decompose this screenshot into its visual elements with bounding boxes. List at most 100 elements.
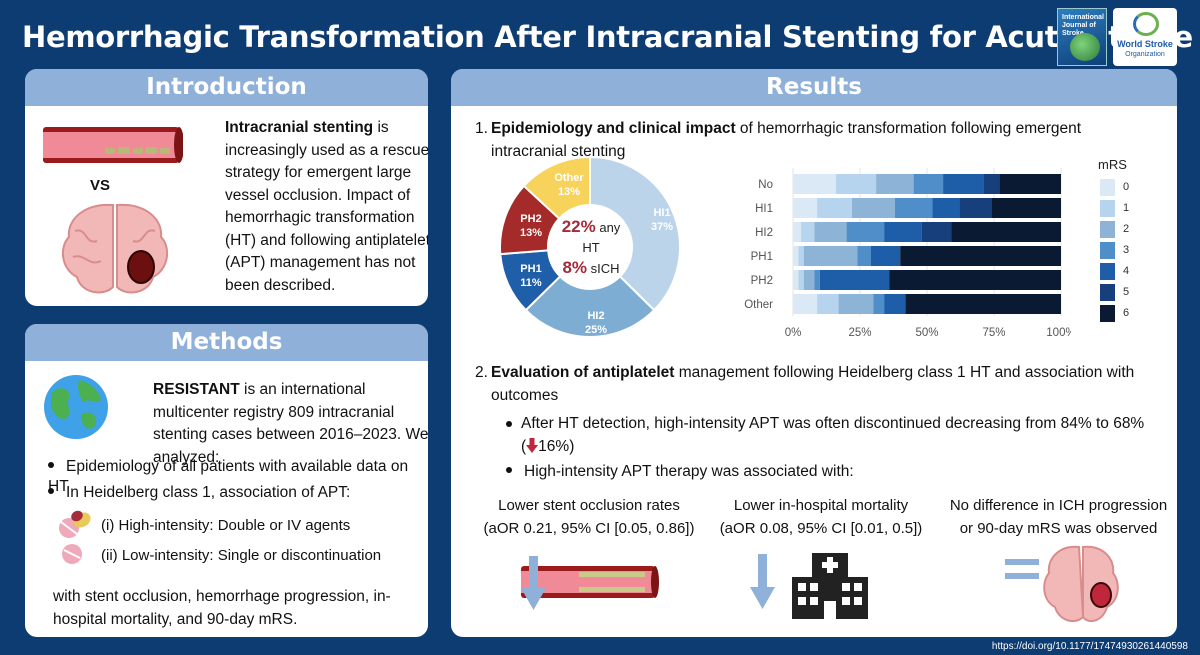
introduction-heading: Introduction [25, 69, 428, 106]
x-tick-label: 75% [982, 327, 1005, 339]
bar-segment-no-mrs1 [835, 174, 877, 194]
arrow-down-icon [526, 438, 539, 453]
bullet-dot [506, 421, 512, 427]
bar-segment-no-mrs5 [983, 174, 1000, 194]
results-section-2: 2. Evaluation of antiplatelet management… [475, 361, 1155, 407]
x-tick-label: 25% [848, 327, 871, 339]
bar-segment-ph1-mrs4 [870, 246, 901, 266]
legend-swatch-mrs3 [1100, 242, 1115, 259]
bullet-dot [506, 466, 512, 473]
legend-swatch-mrs1 [1100, 200, 1115, 217]
legend-swatch-mrs5 [1100, 284, 1115, 301]
wso-logo-line1: World Stroke [1117, 39, 1173, 49]
mrs-stacked-bar-chart: 0% 25% 50% 75% 100% No HI1 HI2 PH1 PH2 Other [744, 168, 1071, 339]
pill-single-icon [62, 544, 82, 564]
bar-segment-other-mrs0 [793, 294, 818, 314]
results-heading: Results [451, 69, 1177, 106]
legend-label-mrs0: 0 [1123, 181, 1130, 193]
bullet-dot [48, 487, 54, 494]
results-card: Results 1. Epidemiology and clinical imp… [451, 69, 1177, 637]
outcome-2-line2: (aOR 0.08, 95% CI [0.01, 0.5]) [719, 520, 923, 537]
bar-segment-ph1-mrs3 [857, 246, 871, 266]
donut-center-text: 22% any HT 8% sICH [555, 217, 627, 279]
bar-segment-hi1-mrs5 [959, 198, 992, 218]
legend-swatch-mrs0 [1100, 179, 1115, 196]
vs-label: VS [90, 177, 111, 194]
y-category-label: PH2 [751, 275, 773, 287]
outcome-3-line1: No difference in ICH progression [949, 497, 1168, 514]
any-ht-label: any [599, 220, 621, 235]
legend-swatch-mrs6 [1100, 305, 1115, 322]
bar-segment-other-mrs1 [817, 294, 839, 314]
introduction-text: Intracranial stenting is increasingly us… [225, 117, 428, 297]
sich-pct: 8% [562, 258, 588, 277]
x-tick-label: 0% [785, 327, 802, 339]
donut-value-hi2: 25% [584, 324, 608, 336]
donut-label-hi2: HI2 25% [584, 310, 608, 336]
outcome-no-difference: No difference in ICH progression or 90-da… [941, 494, 1176, 540]
section-2-number: 2. [475, 364, 488, 381]
bar-segment-ph2-mrs4 [819, 270, 890, 290]
wso-logo: World Stroke Organization [1113, 8, 1177, 66]
section-2-rest: management following Heidelberg class 1 … [491, 364, 1135, 404]
hospital-down-icon [750, 553, 868, 619]
sich-label: sICH [590, 261, 620, 276]
section-1-bold: Epidemiology and clinical impact [491, 120, 736, 137]
methods-card: Methods RESISTANT is an international mu… [25, 324, 428, 637]
methods-text: RESISTANT is an international multicente… [153, 379, 428, 469]
y-category-label: Other [744, 299, 773, 311]
bar-segment-hi2-mrs6 [951, 222, 1061, 242]
bar-segment-hi2-mrs1 [801, 222, 815, 242]
methods-bullet-1: Epidemiology of all patients with availa… [48, 457, 428, 497]
legend-label-mrs5: 5 [1123, 286, 1130, 298]
bar-segment-ph2-mrs3 [814, 270, 820, 290]
stent-vessel-icon [43, 127, 183, 163]
donut-slice-hi2 [524, 275, 656, 338]
bar-segment-ph1-mrs6 [900, 246, 1061, 266]
journal-cover-image: International Journal of Stroke [1057, 8, 1107, 66]
results-bullet-1-decrease: 16%) [538, 438, 575, 455]
outcome-1-line1: Lower stent occlusion rates [498, 497, 680, 514]
legend-label-mrs3: 3 [1123, 244, 1130, 256]
bar-segment-hi2-mrs2 [814, 222, 847, 242]
donut-slice-hi1 [589, 155, 681, 312]
methods-sub-item-2: (ii) Low-intensity: Single or discontinu… [101, 547, 382, 564]
outcome-mortality: Lower in-hospital mortality (aOR 0.08, 95… [711, 494, 931, 540]
y-category-label: PH1 [751, 251, 773, 263]
donut-value-hi1: 37% [650, 221, 674, 233]
introduction-card: Introduction VS Intracranial stenting is… [25, 69, 428, 306]
bar-segment-ph1-mrs0 [793, 246, 799, 266]
donut-value-ph2: 13% [519, 227, 543, 239]
methods-bullet-2: In Heidelberg class 1, association of AP… [48, 483, 350, 503]
bar-segment-ph2-mrs0 [793, 270, 799, 290]
brain-no-difference-icon [1005, 545, 1119, 623]
bar-segment-hi1-mrs1 [817, 198, 852, 218]
page-title: Hemorrhagic Transformation After Intracr… [22, 20, 1193, 54]
pills-double-icon [59, 510, 91, 538]
outcome-2-line1: Lower in-hospital mortality [733, 497, 909, 514]
bar-segment-no-mrs0 [793, 174, 836, 194]
bar-segment-hi1-mrs0 [793, 198, 818, 218]
donut-value-ph1: 11% [520, 277, 542, 289]
journal-cover-title: International Journal of Stroke [1062, 14, 1105, 37]
donut-label-hi1: HI1 37% [650, 207, 674, 233]
bar-segment-no-mrs4 [943, 174, 984, 194]
legend-label-mrs2: 2 [1123, 223, 1130, 235]
bar-segment-ph2-mrs2 [803, 270, 815, 290]
bar-segment-hi2-mrs4 [884, 222, 922, 242]
bar-segment-ph2-mrs6 [889, 270, 1061, 290]
donut-label-ph2: PH2 13% [519, 213, 543, 239]
bar-segment-other-mrs2 [838, 294, 874, 314]
bar-segment-ph1-mrs1 [798, 246, 804, 266]
results-bullet-1-paren: ( [521, 438, 527, 455]
bullet-dot [48, 461, 54, 468]
outcome-3-line2: or 90-day mRS was observed [959, 520, 1158, 537]
methods-closing-text: with stent occlusion, hemorrhage progres… [53, 588, 391, 628]
results-bullet-1: After HT detection, high-intensity APT w… [506, 412, 1156, 458]
methods-text-bold: RESISTANT [153, 381, 240, 398]
bar-segment-ph2-mrs1 [798, 270, 804, 290]
doi-link[interactable]: https://doi.org/10.1177/1747493026144059… [991, 641, 1188, 652]
bar-segment-hi1-mrs6 [991, 198, 1061, 218]
bar-segment-hi1-mrs4 [932, 198, 960, 218]
x-tick-label: 50% [915, 327, 938, 339]
